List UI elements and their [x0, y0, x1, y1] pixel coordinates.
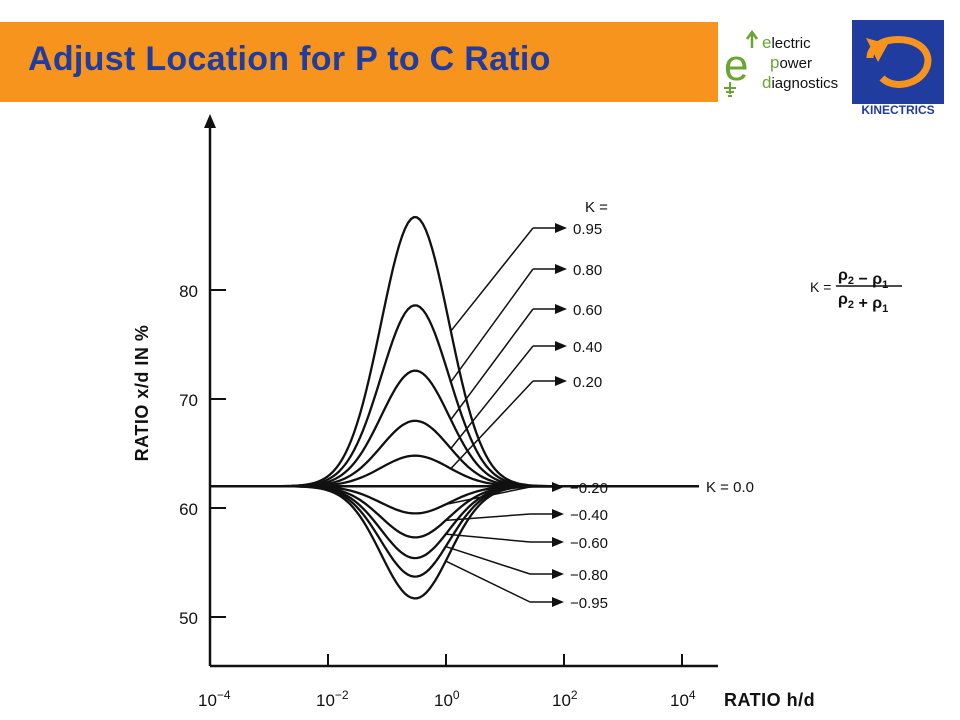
series-line--0.40 [210, 485, 699, 539]
series-line--0.60 [210, 485, 699, 560]
series-line-0.95 [210, 215, 699, 488]
epd-lead-3: d [762, 73, 771, 92]
epd-logo: e electric power diagnostics [724, 29, 838, 97]
kinectrics-logo-mark [852, 20, 944, 104]
series-label--0.60: −0.60 [570, 535, 608, 552]
leader-arrow--0.95 [552, 597, 564, 607]
leader-arrow--0.80 [552, 569, 564, 579]
svg-text:power: power [770, 53, 812, 72]
x-tick-label-4: 104 [670, 688, 696, 710]
series-label--0.80: −0.80 [570, 567, 608, 584]
epd-lead-1: e [762, 33, 771, 52]
svg-text:diagnostics: diagnostics [762, 73, 838, 92]
kinectrics-wordmark: KINECTRICS [861, 104, 935, 115]
epd-rest-1: lectric [771, 35, 811, 52]
series-line-0.40 [210, 419, 699, 488]
leader-arrow-0.60 [555, 304, 567, 314]
page-title: Adjust Location for P to C Ratio [28, 40, 551, 78]
y-tick-label-70: 70 [179, 391, 198, 410]
formula-lhs: K = [810, 279, 831, 295]
y-tick-label-60: 60 [179, 500, 198, 519]
x-tick-label-−4: 10−4 [198, 688, 231, 710]
y-axis-arrow [204, 114, 216, 128]
formula-denominator: ρ2 + ρ1 [838, 291, 888, 315]
leader-line-0.95 [450, 227, 534, 332]
epd-lead-2: p [770, 53, 779, 72]
series-label-0.80: 0.80 [573, 262, 602, 279]
series-label--0.95: −0.95 [570, 595, 608, 612]
series-line-0.20 [210, 454, 699, 488]
x-axis-label: RATIO h/d [724, 690, 815, 710]
leader-arrow-0.80 [555, 264, 567, 274]
series-label-0.40: 0.40 [573, 339, 602, 356]
leader-line-0.40 [450, 345, 534, 449]
x-tick-label-0: 100 [434, 688, 460, 710]
leader-arrow--0.40 [552, 509, 564, 519]
leader-arrow--0.60 [552, 537, 564, 547]
svg-text:electric: electric [762, 33, 811, 52]
formula-numerator: ρ2 − ρ1 [838, 267, 888, 291]
epd-rest-3: iagnostics [771, 75, 838, 92]
y-axis-label: RATIO x/d IN % [132, 325, 152, 462]
x-tick-label-−2: 10−2 [316, 688, 349, 710]
series-line-0.60 [210, 369, 699, 488]
title-bar [0, 22, 718, 102]
leader-line--0.80 [445, 545, 531, 575]
kinectrics-logo: KINECTRICS [852, 20, 944, 116]
x-tick-label-2: 102 [552, 688, 578, 710]
epd-logo-letter: e [724, 41, 748, 90]
series-label--0.20: −0.20 [570, 480, 608, 497]
series-line-0.80 [210, 304, 699, 488]
leader-line--0.40 [445, 513, 531, 522]
y-tick-label-80: 80 [179, 282, 198, 301]
leader-arrow-0.40 [555, 341, 567, 351]
epd-rest-2: ower [779, 55, 812, 72]
y-tick-label-50: 50 [179, 609, 198, 628]
series-line--0.20 [210, 485, 699, 515]
legend-header: K = [585, 199, 608, 216]
leader-line-0.80 [450, 268, 534, 383]
series-label-0.20: 0.20 [573, 374, 602, 391]
series-label-0.60: 0.60 [573, 302, 602, 319]
ratio-chart: 50 60 70 80 10−4 10−2 100 102 104 RATIO h/d RATIO … [132, 114, 902, 710]
leader-line--0.95 [445, 560, 531, 603]
series-label-0.95: 0.95 [573, 221, 602, 238]
leader-line-0.60 [450, 308, 534, 421]
leader-line-0.20 [450, 380, 534, 470]
series-label--0.40: −0.40 [570, 507, 608, 524]
baseline-label: K = 0.0 [706, 479, 754, 496]
series-line--0.95 [210, 485, 699, 600]
leader-arrow-0.95 [555, 223, 567, 233]
leader-arrow-0.20 [555, 376, 567, 386]
